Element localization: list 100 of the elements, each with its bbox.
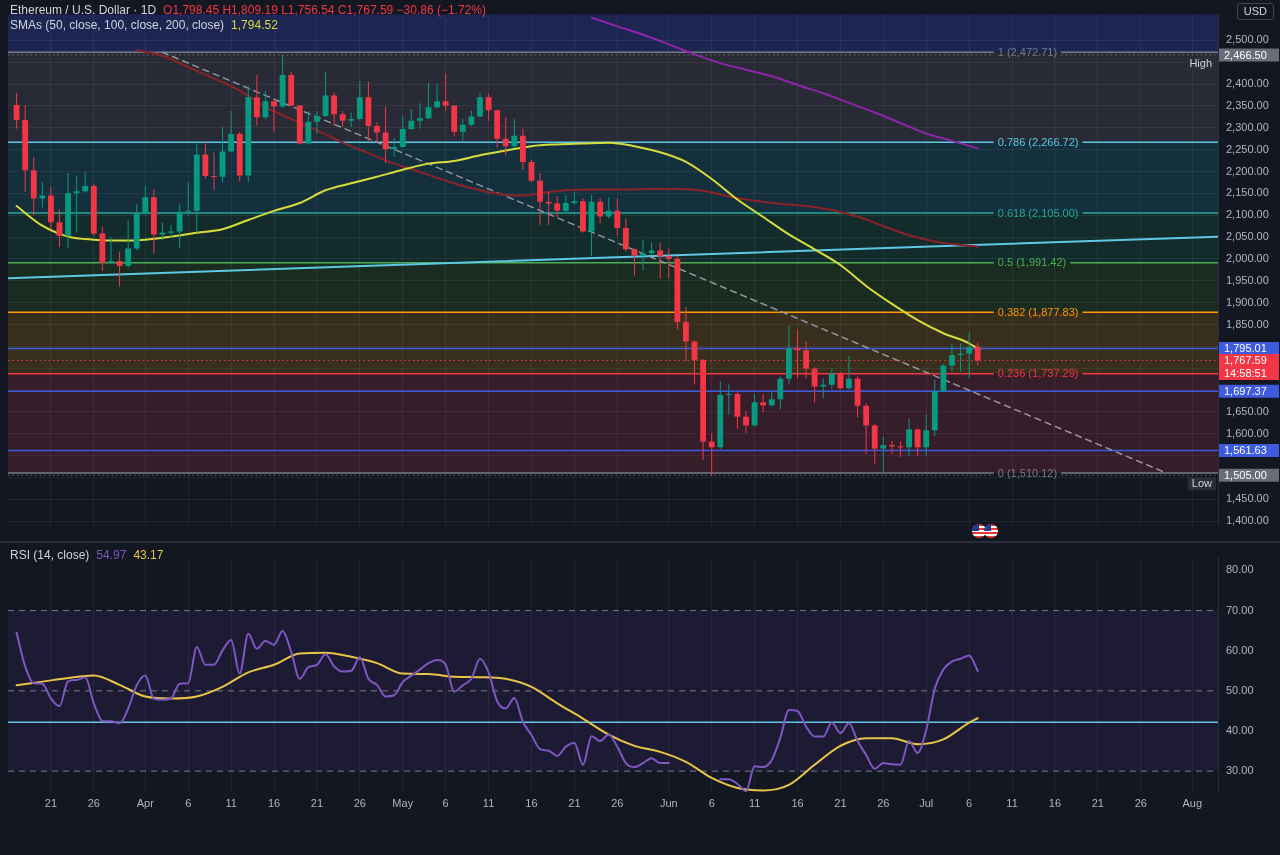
candlestick [622,218,629,252]
y-tick-label: 1,950.00 [1226,273,1269,286]
x-tick-label: 11 [748,796,761,809]
candlestick [871,423,878,464]
chart-subtitle: O1,798.45 H1,809.19 L1,756.54 C1,767.59 −30.86 (−1.72%) [163,3,486,17]
candlestick [640,239,646,272]
candlestick [846,355,852,390]
candlestick [751,393,758,428]
ref-line-label: 0.5 (1,991.42) [997,256,1067,269]
x-tick-label: 6 [442,796,449,809]
x-tick-label: 26 [353,796,366,809]
candlestick [374,121,380,142]
candlestick [331,91,338,127]
candlestick [949,343,955,373]
y-tick-label: 2,050.00 [1226,230,1269,243]
chart-title: Ethereum / U.S. Dollar · 1D [10,3,157,17]
y-tick-label: 1,900.00 [1226,295,1269,308]
annotation: 54.97 [96,548,127,562]
y-tick-label: 2,350.00 [1226,98,1269,111]
ref-line-label: 1,561.63 [1224,444,1267,457]
x-tick-label: Jul [919,796,934,809]
candlestick [142,184,149,216]
y-tick-label: 1,850.00 [1226,317,1269,330]
x-tick-label: 11 [1006,796,1018,809]
ref-line-label: 2,466.50 [1224,48,1267,61]
x-tick-label: Aug [1182,796,1203,809]
candlestick [125,219,132,269]
x-tick-label: 26 [877,796,890,809]
candlestick [923,414,930,457]
x-tick-label: 6 [185,796,192,809]
candlestick [417,102,423,130]
x-tick-label: 26 [1134,796,1147,809]
candlestick [434,82,440,109]
candlestick [605,196,612,220]
candlestick [863,402,870,455]
x-tick-label: 6 [966,796,973,809]
candlestick [73,175,80,234]
ref-line-label: 1,505.00 [1224,468,1267,481]
annotation: 43.17 [133,548,164,562]
ref-line-label: 0.786 (2,266.72) [997,135,1079,148]
x-tick-label: 21 [310,796,324,809]
y-tick-label: 40.00 [1226,724,1254,737]
candlestick [665,247,672,280]
candlestick [39,181,46,208]
x-tick-label: 16 [525,796,538,809]
candlestick [82,171,89,193]
candlestick [408,108,415,131]
candlestick [614,197,621,237]
ref-line-label: 0.236 (1,737.29) [997,367,1079,380]
candlestick [459,118,466,142]
y-tick-label: 50.00 [1226,683,1254,696]
x-tick-label: Jun [659,796,678,809]
y-tick-label: 2,400.00 [1226,77,1269,90]
ref-line-label: 1 (2,472.71) [997,45,1058,58]
candlestick [708,432,715,476]
annotation: 1,794.52 [231,18,278,32]
y-tick-label: 1,400.00 [1226,514,1269,527]
candlestick [511,118,518,148]
ref-line-label: 0 (1,510.12) [997,466,1058,479]
y-tick-label: 60.00 [1226,643,1254,656]
ref-line-label: 0.382 (1,877.83) [997,305,1079,318]
y-tick-label: 30.00 [1226,764,1254,777]
candlestick [554,195,561,218]
y-tick-label: 2,500.00 [1226,33,1269,46]
candlestick [314,110,320,134]
candlestick [271,99,277,133]
legend-title: RSI (14, close) [10,548,90,562]
candlestick [202,140,209,180]
candlestick [760,393,767,413]
y-axis-title: USD [1236,3,1274,20]
x-tick-label: Apr [136,796,155,809]
x-tick-label: 26 [87,796,100,809]
candlestick [442,72,449,112]
y-tick-label: 1,450.00 [1226,492,1269,505]
candlestick [399,115,406,148]
x-tick-label: 11 [482,796,495,809]
y-tick-label: 70.00 [1226,603,1254,616]
candlestick [185,181,192,216]
x-tick-label: 21 [44,796,58,809]
line-series [135,49,979,248]
x-tick-label: May [392,796,414,809]
candlestick [502,116,509,156]
candlestick [597,197,604,225]
y-tick-label: 2,300.00 [1226,120,1269,133]
y-tick-label: 1,650.00 [1226,404,1269,417]
candlestick [356,80,363,122]
candlestick [906,417,912,457]
x-tick-label: 11 [225,796,237,809]
candlestick [880,435,887,474]
candlestick [382,105,389,164]
x-tick-label: 21 [568,796,581,809]
y-tick-label: 2,100.00 [1226,208,1269,221]
candlestick [828,368,835,390]
candlestick [820,377,827,399]
x-tick-label: 16 [1048,796,1062,809]
x-tick-label: 21 [1091,796,1104,809]
ref-line-label: 1,795.01 [1224,342,1267,355]
x-tick-label: 16 [791,796,804,809]
x-tick-label: 6 [708,796,715,809]
candlestick [108,237,114,265]
